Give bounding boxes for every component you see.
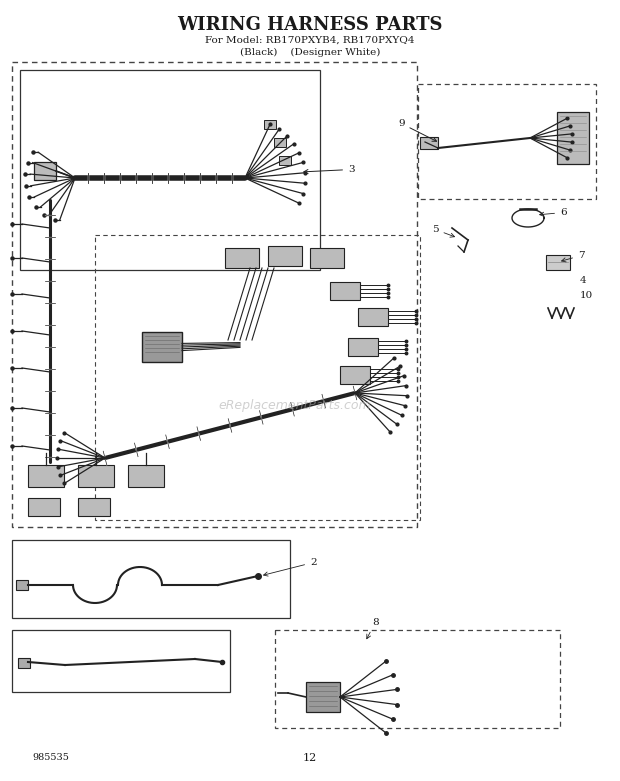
Bar bbox=[279, 156, 291, 165]
Text: 6: 6 bbox=[539, 208, 567, 217]
Text: 10: 10 bbox=[580, 291, 593, 300]
Bar bbox=[546, 255, 570, 270]
Bar bbox=[557, 112, 589, 164]
Text: eReplacementParts.com: eReplacementParts.com bbox=[219, 398, 371, 412]
Bar bbox=[358, 308, 388, 326]
Bar bbox=[95, 235, 420, 520]
Bar bbox=[264, 120, 276, 129]
Bar bbox=[142, 332, 182, 362]
Text: 8: 8 bbox=[367, 618, 379, 639]
Text: 3: 3 bbox=[304, 165, 355, 174]
Text: 5: 5 bbox=[432, 225, 454, 237]
Bar bbox=[78, 465, 114, 487]
Bar bbox=[268, 246, 302, 266]
Bar bbox=[128, 465, 164, 487]
Bar bbox=[340, 366, 370, 384]
Bar bbox=[78, 498, 110, 516]
Text: (Black)    (Designer White): (Black) (Designer White) bbox=[240, 48, 380, 56]
Text: For Model: RB170PXYB4, RB170PXYQ4: For Model: RB170PXYB4, RB170PXYQ4 bbox=[205, 35, 415, 45]
Text: 9: 9 bbox=[398, 119, 436, 141]
Text: 4: 4 bbox=[580, 276, 587, 285]
Text: 12: 12 bbox=[303, 753, 317, 763]
Bar bbox=[12, 62, 417, 527]
Bar bbox=[18, 658, 30, 668]
Text: WIRING HARNESS PARTS: WIRING HARNESS PARTS bbox=[177, 16, 443, 34]
Text: 7: 7 bbox=[562, 251, 585, 262]
Bar bbox=[16, 580, 28, 590]
Bar bbox=[420, 137, 438, 149]
Bar bbox=[34, 162, 56, 180]
Bar bbox=[330, 282, 360, 300]
Bar bbox=[20, 70, 320, 270]
Text: 2: 2 bbox=[264, 558, 317, 576]
Bar bbox=[310, 248, 344, 268]
Bar bbox=[348, 338, 378, 356]
Bar bbox=[12, 540, 290, 618]
Bar bbox=[225, 248, 259, 268]
Bar bbox=[306, 682, 340, 712]
Bar bbox=[274, 138, 286, 147]
Bar bbox=[12, 630, 230, 692]
Bar bbox=[275, 630, 560, 728]
Bar bbox=[28, 498, 60, 516]
Bar bbox=[418, 84, 596, 199]
Bar bbox=[28, 465, 64, 487]
Text: 985535: 985535 bbox=[32, 754, 69, 762]
